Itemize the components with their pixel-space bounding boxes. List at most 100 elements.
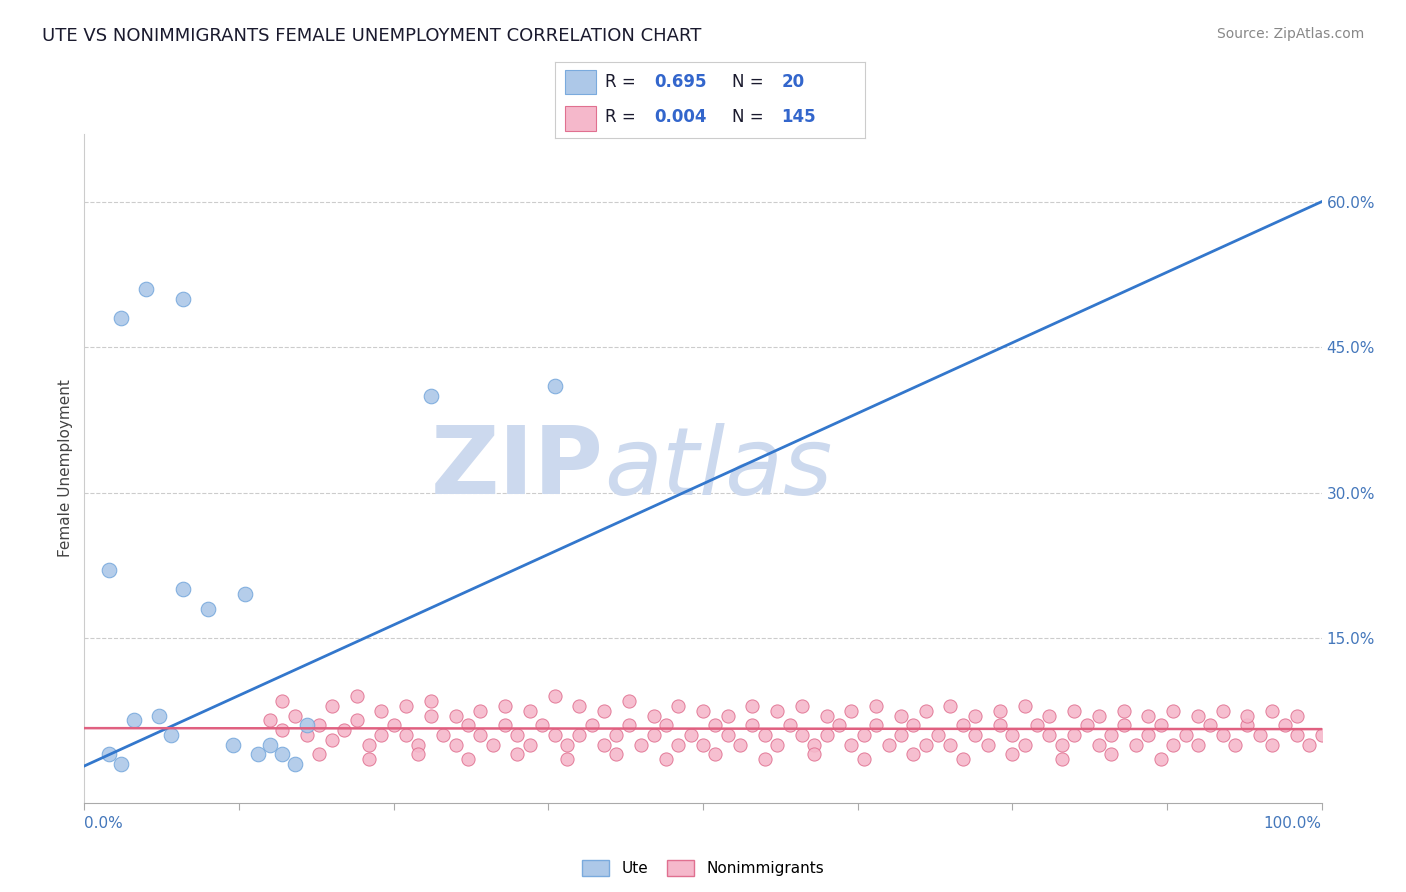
Point <box>790 728 813 742</box>
Point <box>470 704 492 718</box>
Point <box>357 752 380 766</box>
Point <box>110 757 132 772</box>
Point <box>1038 708 1060 723</box>
Point <box>395 698 418 713</box>
Point <box>1063 704 1085 718</box>
Point <box>370 728 392 742</box>
Point <box>679 728 702 742</box>
Text: 0.004: 0.004 <box>654 109 707 127</box>
Point <box>1050 738 1073 752</box>
Point <box>903 718 925 732</box>
Bar <box>565 106 596 130</box>
Point <box>568 728 591 742</box>
Point <box>1137 708 1160 723</box>
Point <box>1298 738 1320 752</box>
Point <box>790 698 813 713</box>
Point <box>494 718 516 732</box>
Point <box>259 738 281 752</box>
Point <box>605 728 627 742</box>
Point <box>1161 738 1184 752</box>
Point <box>1038 728 1060 742</box>
Point <box>110 311 132 326</box>
Point <box>1212 704 1234 718</box>
Point <box>1150 752 1173 766</box>
Point <box>988 718 1011 732</box>
Point <box>98 563 121 577</box>
Point <box>172 292 194 306</box>
Point <box>976 738 998 752</box>
Point <box>444 738 467 752</box>
Point <box>643 708 665 723</box>
Point <box>370 704 392 718</box>
Point <box>1026 718 1049 732</box>
Text: UTE VS NONIMMIGRANTS FEMALE UNEMPLOYMENT CORRELATION CHART: UTE VS NONIMMIGRANTS FEMALE UNEMPLOYMENT… <box>42 27 702 45</box>
Point <box>1001 747 1024 762</box>
Point <box>1014 698 1036 713</box>
Point <box>481 738 503 752</box>
Point <box>308 718 330 732</box>
Point <box>148 708 170 723</box>
Point <box>382 718 405 732</box>
Point <box>284 757 307 772</box>
Point <box>135 282 157 296</box>
Point <box>666 698 689 713</box>
Point <box>357 738 380 752</box>
Point <box>803 738 825 752</box>
Point <box>284 708 307 723</box>
Point <box>617 718 640 732</box>
Point <box>1310 728 1333 742</box>
Point <box>395 728 418 742</box>
Point <box>271 747 294 762</box>
Point <box>593 704 616 718</box>
Point <box>1261 738 1284 752</box>
Point <box>965 728 987 742</box>
Text: 145: 145 <box>782 109 815 127</box>
Text: ZIP: ZIP <box>432 422 605 515</box>
Point <box>1099 747 1122 762</box>
Point <box>865 698 887 713</box>
Point <box>914 704 936 718</box>
Point <box>1261 704 1284 718</box>
Text: 0.695: 0.695 <box>654 73 707 91</box>
Point <box>952 752 974 766</box>
Point <box>841 704 863 718</box>
Point <box>877 738 900 752</box>
Point <box>692 704 714 718</box>
Point <box>1174 728 1197 742</box>
Point <box>1236 708 1258 723</box>
Text: R =: R = <box>605 73 641 91</box>
Point <box>419 708 441 723</box>
Point <box>246 747 269 762</box>
Point <box>828 718 851 732</box>
Point <box>717 708 740 723</box>
Point <box>321 698 343 713</box>
Point <box>815 708 838 723</box>
Bar <box>565 70 596 95</box>
Y-axis label: Female Unemployment: Female Unemployment <box>58 379 73 558</box>
Point <box>1137 728 1160 742</box>
Point <box>555 752 578 766</box>
Point <box>259 714 281 728</box>
Point <box>914 738 936 752</box>
Point <box>543 379 565 393</box>
Point <box>543 689 565 703</box>
Point <box>852 752 875 766</box>
Point <box>271 723 294 737</box>
Point <box>1199 718 1222 732</box>
Point <box>1187 708 1209 723</box>
Point <box>766 704 789 718</box>
Point <box>172 582 194 597</box>
Text: N =: N = <box>731 109 769 127</box>
Point <box>666 738 689 752</box>
Point <box>1001 728 1024 742</box>
Point <box>1236 718 1258 732</box>
Legend: Ute, Nonimmigrants: Ute, Nonimmigrants <box>575 854 831 882</box>
Point <box>457 718 479 732</box>
Point <box>1285 708 1308 723</box>
Point <box>222 738 245 752</box>
Point <box>1099 728 1122 742</box>
Text: 20: 20 <box>782 73 804 91</box>
Point <box>160 728 183 742</box>
Point <box>98 747 121 762</box>
Point <box>927 728 949 742</box>
